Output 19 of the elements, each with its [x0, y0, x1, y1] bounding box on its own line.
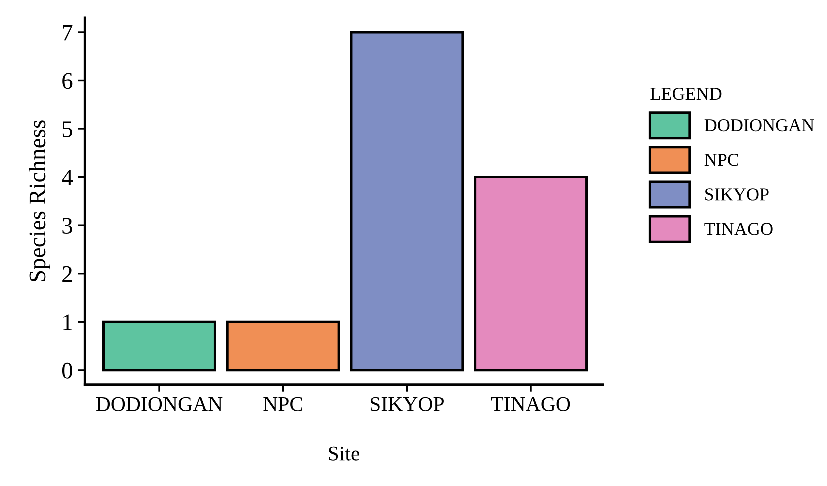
legend-title: LEGEND: [650, 88, 722, 100]
y-tick-label: 0: [62, 362, 72, 379]
y-tick-label: 7: [63, 25, 73, 41]
y-tick-label: 3: [62, 218, 72, 234]
y-tick-label: 1: [64, 314, 72, 330]
legend-label: DODIONGAN: [704, 119, 814, 132]
x-tick-label: NPC: [264, 397, 302, 412]
legend-label: TINAGO: [704, 223, 773, 236]
x-tick-label: SIKYOP: [370, 397, 444, 412]
x-axis-title: Site: [329, 446, 360, 461]
y-axis-title: Species Richness: [29, 120, 50, 282]
y-tick-label: 2: [62, 266, 72, 282]
y-tick-label: 4: [62, 170, 74, 186]
y-tick-label: 6: [62, 73, 73, 90]
x-tick-label: DODIONGAN: [96, 397, 223, 412]
x-tick-label: TINAGO: [492, 397, 570, 412]
legend-label: NPC: [704, 154, 738, 166]
y-tick-label: 5: [62, 122, 72, 138]
legend-label: SIKYOP: [706, 188, 769, 201]
